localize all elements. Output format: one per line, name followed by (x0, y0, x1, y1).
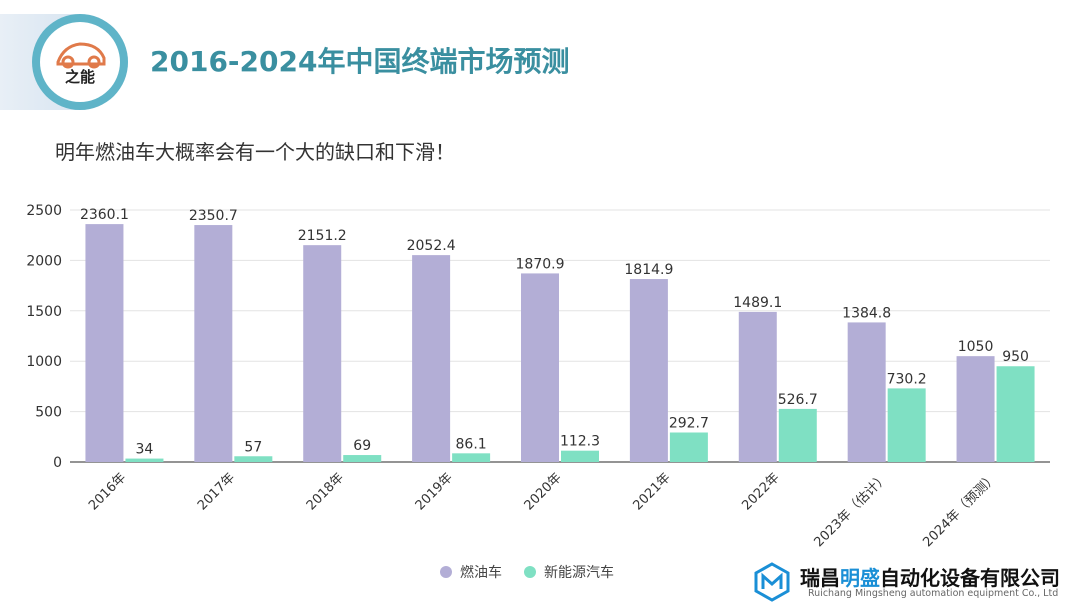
legend-swatch-nev (524, 566, 536, 578)
data-label-fuel: 2350.7 (189, 208, 238, 224)
company-watermark: 瑞昌明盛自动化设备有限公司 Ruichang Mingsheng automat… (752, 560, 1080, 604)
data-label-nev: 292.7 (669, 415, 709, 431)
bar-nev (669, 432, 708, 462)
data-label-fuel: 2151.2 (298, 228, 347, 244)
y-tick-label: 1500 (26, 304, 62, 320)
y-tick-label: 2500 (26, 203, 62, 219)
bar-nev (452, 453, 491, 462)
x-tick-label: 2021年 (631, 470, 674, 513)
data-label-nev: 69 (353, 438, 371, 454)
bar-nev (778, 408, 817, 462)
car-icon (56, 42, 106, 69)
legend-label-nev: 新能源汽车 (544, 565, 614, 581)
bar-fuel (847, 322, 886, 462)
company-name-part2: 自动化设备有限公司 (880, 566, 1060, 590)
page-title: 2016-2024年中国终端市场预测 (150, 45, 570, 78)
data-label-fuel: 1814.9 (624, 262, 673, 278)
x-tick-label: 2024年（预测） (920, 470, 1000, 550)
bar-fuel (85, 224, 124, 462)
x-tick-label: 2018年 (304, 470, 347, 513)
x-tick-label: 2023年（估计） (812, 470, 892, 550)
y-tick-label: 2000 (26, 253, 62, 269)
y-tick-label: 1000 (26, 354, 62, 370)
legend-item-nev: 新能源汽车 (524, 562, 614, 582)
x-tick-label: 2022年 (739, 470, 782, 513)
legend-swatch-fuel (440, 566, 452, 578)
data-label-fuel: 1489.1 (733, 295, 782, 311)
data-label-fuel: 1870.9 (516, 256, 565, 272)
data-label-nev: 34 (136, 442, 154, 458)
bar-fuel (738, 311, 777, 462)
chart-legend: 燃油车 新能源汽车 (440, 562, 614, 582)
company-name-part1: 瑞昌 (800, 566, 840, 590)
data-label-fuel: 2052.4 (407, 238, 456, 254)
brand-logo (40, 22, 120, 102)
bar-nev (996, 366, 1035, 462)
company-logo-icon (754, 562, 790, 602)
x-tick-label: 2020年 (522, 470, 565, 513)
data-label-fuel: 2360.1 (80, 207, 129, 223)
bar-nev (125, 458, 164, 462)
x-tick-label: 2019年 (413, 470, 456, 513)
bar-fuel (956, 356, 995, 462)
bar-fuel (303, 245, 342, 462)
logo-text: 之能 (64, 68, 95, 86)
data-label-nev: 950 (1002, 349, 1029, 365)
x-tick-label: 2016年 (86, 470, 129, 513)
legend-label-fuel: 燃油车 (460, 565, 502, 581)
bar-nev (343, 455, 382, 462)
data-label-fuel: 1050 (958, 339, 994, 355)
page-subtitle: 明年燃油车大概率会有一个大的缺口和下滑！ (55, 140, 455, 164)
bar-nev (234, 456, 273, 462)
x-tick-label: 2017年 (195, 470, 238, 513)
bar-nev (887, 388, 926, 462)
bar-fuel (194, 225, 233, 462)
data-label-nev: 57 (244, 439, 262, 455)
bar-fuel (629, 279, 668, 462)
legend-item-fuel: 燃油车 (440, 562, 502, 582)
company-name-highlight: 明盛 (840, 566, 880, 590)
data-label-fuel: 1384.8 (842, 305, 891, 321)
bar-fuel (412, 255, 451, 462)
company-name: 瑞昌明盛自动化设备有限公司 (800, 562, 1060, 591)
data-label-nev: 526.7 (778, 392, 818, 408)
data-label-nev: 730.2 (887, 371, 927, 387)
y-tick-label: 500 (35, 405, 62, 421)
data-label-nev: 112.3 (560, 434, 600, 450)
bar-fuel (521, 273, 559, 462)
y-tick-label: 0 (53, 455, 62, 471)
bar-nev (561, 450, 599, 462)
data-label-nev: 86.1 (456, 436, 487, 452)
company-name-en: Ruichang Mingsheng automation equipment … (808, 588, 1059, 599)
